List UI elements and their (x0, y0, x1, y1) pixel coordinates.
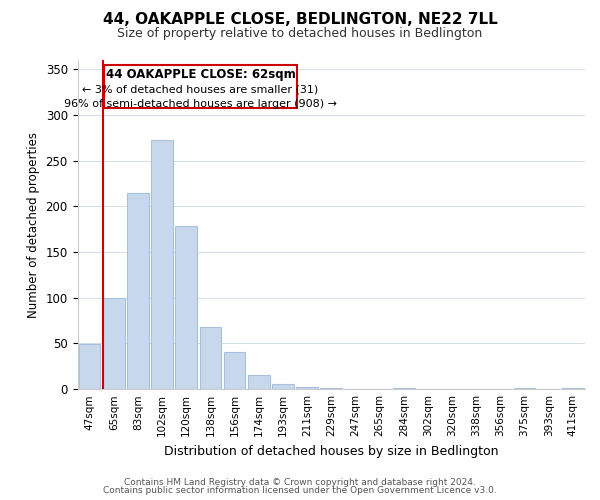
Bar (320, 388, 342, 389)
Text: Contains HM Land Registry data © Crown copyright and database right 2024.: Contains HM Land Registry data © Crown c… (124, 478, 476, 487)
Bar (103, 298, 125, 389)
Bar (104, 64, 298, 108)
Bar (562, 388, 584, 389)
Text: 44 OAKAPPLE CLOSE: 62sqm: 44 OAKAPPLE CLOSE: 62sqm (106, 68, 295, 82)
X-axis label: Distribution of detached houses by size in Bedlington: Distribution of detached houses by size … (164, 444, 499, 458)
Bar (393, 388, 415, 389)
Bar (79, 344, 100, 389)
Bar (248, 376, 269, 389)
Text: Contains public sector information licensed under the Open Government Licence v3: Contains public sector information licen… (103, 486, 497, 495)
Y-axis label: Number of detached properties: Number of detached properties (27, 132, 40, 318)
Bar (224, 352, 245, 389)
Bar (127, 192, 149, 389)
Text: 44, OAKAPPLE CLOSE, BEDLINGTON, NE22 7LL: 44, OAKAPPLE CLOSE, BEDLINGTON, NE22 7LL (103, 12, 497, 28)
Bar (514, 388, 535, 389)
Bar (175, 226, 197, 389)
Bar (151, 140, 173, 389)
Text: Size of property relative to detached houses in Bedlington: Size of property relative to detached ho… (118, 28, 482, 40)
Bar (296, 388, 318, 389)
Text: ← 3% of detached houses are smaller (31): ← 3% of detached houses are smaller (31) (82, 84, 319, 94)
Bar (272, 384, 294, 389)
Text: 96% of semi-detached houses are larger (908) →: 96% of semi-detached houses are larger (… (64, 98, 337, 108)
Bar (200, 327, 221, 389)
